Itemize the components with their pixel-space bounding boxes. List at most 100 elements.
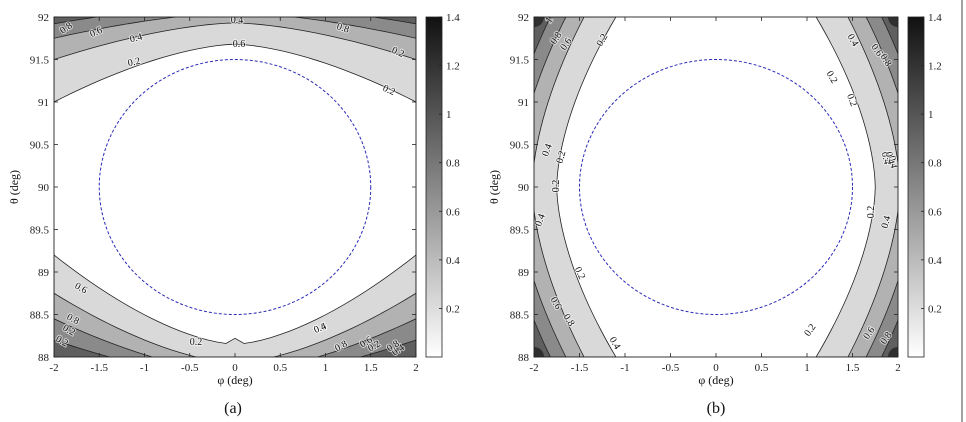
- contour-label: 0.2: [190, 337, 203, 348]
- y-tick-label: 88: [38, 352, 50, 364]
- y-tick-label: 89: [518, 267, 530, 279]
- colorbar: [425, 16, 443, 358]
- contour-band-right-2: [847, 17, 898, 357]
- contour-label: 0.4: [880, 215, 894, 230]
- contour-corner-4: [888, 347, 898, 357]
- contour-band-top-4: [54, 17, 416, 25]
- contour-band-left-2: [534, 17, 585, 357]
- y-tick-label: 90: [518, 182, 530, 194]
- contour-band-left-3: [534, 17, 567, 357]
- contour-band-bottom-1: [54, 254, 416, 357]
- x-tick-label: -0.5: [662, 362, 680, 374]
- colorbar-tick-label: 0.2: [446, 303, 460, 315]
- y-tick-label: 92: [518, 12, 529, 24]
- y-tick-label: 90.5: [510, 140, 530, 152]
- x-tick-label: -1: [620, 362, 629, 374]
- contour-label: 0.4: [231, 15, 244, 26]
- contour-label: 0.4: [129, 32, 144, 46]
- contour-label: 0.6: [233, 39, 246, 50]
- colorbar-tick-label: 0.4: [928, 255, 942, 267]
- y-tick-label: 91: [518, 97, 529, 109]
- contour-label: 0.4: [886, 155, 899, 169]
- x-tick-label: -2: [529, 362, 538, 374]
- contour-label: 0.2: [555, 150, 569, 165]
- x-tick-label: -1: [140, 362, 149, 374]
- x-tick-label: 1: [323, 362, 329, 374]
- reference-circle: [579, 59, 853, 315]
- colorbar-tick-label: 1.2: [446, 61, 460, 73]
- colorbar: [907, 16, 925, 358]
- contour-band-top-2: [54, 17, 416, 60]
- panel-caption: (a): [224, 400, 242, 417]
- contour-label: 0.8: [335, 21, 350, 35]
- reference-circle: [98, 59, 372, 315]
- x-tick-label: 1.5: [846, 362, 860, 374]
- contour-corner-2: [888, 17, 898, 27]
- colorbar-tick-label: 0.6: [446, 206, 460, 218]
- panel-caption: (b): [707, 400, 726, 417]
- contour-band-top-3: [54, 17, 416, 39]
- x-tick-label: 0: [232, 362, 238, 374]
- y-tick-label: 89: [38, 267, 50, 279]
- contour-label: 0.2: [127, 56, 142, 69]
- contour-label: 0.4: [879, 151, 893, 166]
- colorbar-tick-label: 0.4: [446, 255, 460, 267]
- y-tick-label: 90: [38, 182, 50, 194]
- contour-label: 0.2: [551, 180, 562, 193]
- colorbar-tick-label: 1.2: [928, 61, 942, 73]
- contour-label: 0.8: [65, 312, 81, 328]
- x-tick-label: 0.5: [273, 362, 287, 374]
- colorbar-tick-label: 0.6: [928, 206, 942, 218]
- colorbar-tick-label: 0.8: [928, 158, 942, 170]
- contour-band-right-1: [815, 17, 898, 357]
- panel-a: 0.8 0.6 0.40.20.20.40.60.80.20.20.40.60.8 0…: [7, 12, 460, 417]
- plot-area: 10.80.6 0.20.4 0.20.40.60.80.40.20.40.20.2…: [534, 15, 899, 357]
- x-axis-label: φ (deg): [217, 373, 252, 387]
- contour-band-top-1: [54, 17, 416, 103]
- x-tick-label: 0: [713, 362, 719, 374]
- contour-label: 0.4: [540, 142, 555, 158]
- contour-band-right-3: [865, 17, 898, 357]
- y-tick-label: 91.5: [510, 55, 530, 67]
- colorbar-tick-label: 1.4: [446, 12, 460, 24]
- contour-corner-3: [534, 347, 544, 357]
- x-tick-label: 0.5: [755, 362, 769, 374]
- y-axis-label: θ (deg): [487, 170, 501, 204]
- contour-band-left-1: [534, 17, 617, 357]
- contour-band-bottom-4: [54, 339, 416, 357]
- plot-background: [534, 17, 898, 357]
- contour-label: 0.2: [866, 206, 877, 219]
- contour-label: 0.2: [844, 92, 859, 108]
- y-tick-label: 91: [38, 97, 49, 109]
- x-tick-label: 1: [804, 362, 810, 374]
- colorbar-tick-label: 0.8: [446, 158, 460, 170]
- contour-corner-1: [534, 17, 544, 27]
- x-tick-label: 1.5: [364, 362, 378, 374]
- x-axis-label: φ (deg): [698, 373, 733, 387]
- contour-band-bottom-2: [54, 292, 416, 357]
- contour-label: 0.8: [333, 339, 349, 355]
- y-tick-label: 88: [518, 352, 530, 364]
- x-tick-label: 2: [413, 362, 419, 374]
- colorbar-tick-label: 1: [446, 109, 452, 121]
- y-axis-label: θ (deg): [7, 170, 21, 204]
- colorbar-tick-label: 1: [928, 109, 934, 121]
- x-tick-label: -0.5: [181, 362, 199, 374]
- y-tick-label: 88.5: [30, 310, 50, 322]
- x-tick-label: -2: [49, 362, 58, 374]
- x-tick-label: -1.5: [91, 362, 109, 374]
- plot-area: 0.8 0.6 0.40.20.20.40.60.80.20.20.40.60.8 0…: [54, 15, 416, 357]
- contour-label: 1: [543, 15, 555, 25]
- y-tick-label: 89.5: [510, 225, 530, 237]
- x-tick-label: 2: [895, 362, 901, 374]
- x-tick-label: -1.5: [571, 362, 589, 374]
- panel-b: 10.80.6 0.20.4 0.20.40.60.80.40.20.40.20.2…: [487, 12, 942, 417]
- y-tick-label: 88.5: [510, 310, 530, 322]
- contour-label: 0.4: [883, 151, 897, 166]
- y-tick-label: 92: [38, 12, 49, 24]
- y-tick-label: 89.5: [30, 225, 50, 237]
- colorbar-tick-label: 0.2: [928, 303, 942, 315]
- y-tick-label: 90.5: [30, 140, 50, 152]
- y-tick-label: 91.5: [30, 55, 50, 67]
